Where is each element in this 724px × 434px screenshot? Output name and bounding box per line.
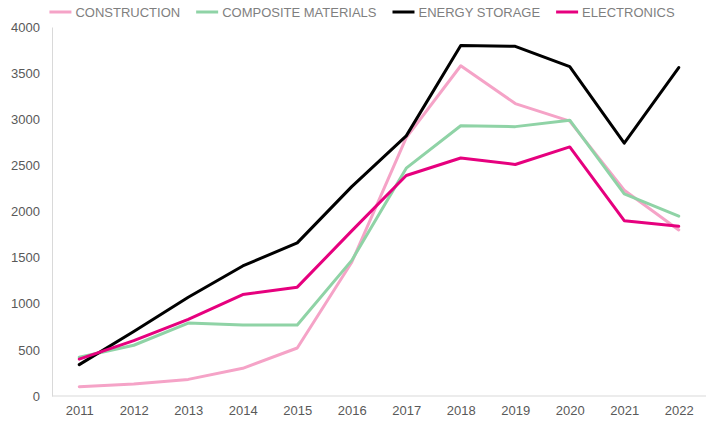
y-tick-label: 4000 bbox=[11, 20, 40, 35]
y-tick-label: 500 bbox=[18, 343, 40, 358]
x-tick-label: 2013 bbox=[174, 403, 203, 418]
x-tick: 2020 bbox=[556, 396, 585, 418]
legend-swatch bbox=[556, 11, 578, 14]
x-tick: 2015 bbox=[283, 396, 312, 418]
x-tick-label: 2015 bbox=[283, 403, 312, 418]
y-tick-label: 3500 bbox=[11, 66, 40, 81]
y-tick: 1000 bbox=[11, 296, 52, 311]
x-tick-label: 2018 bbox=[447, 403, 476, 418]
y-tick: 3000 bbox=[11, 112, 52, 127]
y-tick-label: 0 bbox=[33, 389, 40, 404]
x-tick: 2016 bbox=[338, 396, 367, 418]
x-tick: 2018 bbox=[447, 396, 476, 418]
x-axis-line bbox=[52, 396, 706, 397]
series-line bbox=[79, 147, 679, 359]
y-tick: 2000 bbox=[11, 204, 52, 219]
x-tick-label: 2011 bbox=[66, 403, 94, 418]
x-tick-label: 2022 bbox=[665, 403, 694, 418]
legend-item: ENERGY STORAGE bbox=[392, 5, 540, 20]
x-tick-label: 2012 bbox=[120, 403, 149, 418]
x-tick: 2014 bbox=[229, 396, 258, 418]
x-tick: 2013 bbox=[174, 396, 203, 418]
y-tick: 0 bbox=[33, 389, 52, 404]
y-tick-label: 2000 bbox=[11, 204, 40, 219]
series-line bbox=[79, 120, 679, 357]
chart: 0 500 1000 1500 2000 2500 3000 3500 4000 2011 2012… bbox=[0, 0, 724, 434]
y-tick-label: 1500 bbox=[11, 250, 40, 265]
x-tick-label: 2017 bbox=[392, 403, 421, 418]
legend-item: CONSTRUCTION bbox=[49, 5, 180, 20]
x-tick-label: 2019 bbox=[501, 403, 530, 418]
legend-label: CONSTRUCTION bbox=[75, 5, 180, 20]
x-tick-label: 2014 bbox=[229, 403, 258, 418]
y-tick: 4000 bbox=[11, 20, 52, 35]
legend-label: ENERGY STORAGE bbox=[418, 5, 540, 20]
series-line bbox=[79, 45, 679, 364]
legend-item: COMPOSITE MATERIALS bbox=[196, 5, 377, 20]
legend-label: COMPOSITE MATERIALS bbox=[222, 5, 377, 20]
x-tick-label: 2021 bbox=[610, 403, 639, 418]
x-tick: 2017 bbox=[392, 396, 421, 418]
legend-swatch bbox=[392, 11, 414, 14]
y-tick: 2500 bbox=[11, 158, 52, 173]
x-tick: 2022 bbox=[665, 396, 694, 418]
legend: CONSTRUCTION COMPOSITE MATERIALS ENERGY ST… bbox=[49, 5, 674, 20]
y-axis-line bbox=[52, 28, 53, 397]
y-tick-label: 1000 bbox=[11, 296, 40, 311]
series-line bbox=[79, 66, 679, 387]
x-tick-label: 2016 bbox=[338, 403, 367, 418]
y-tick-label: 3000 bbox=[11, 112, 40, 127]
y-tick: 3500 bbox=[11, 66, 52, 81]
x-tick: 2019 bbox=[501, 396, 530, 418]
x-tick: 2012 bbox=[120, 396, 149, 418]
x-tick: 2011 bbox=[66, 396, 94, 418]
legend-swatch bbox=[49, 11, 71, 14]
y-axis: 0 500 1000 1500 2000 2500 3000 3500 4000 bbox=[11, 20, 52, 404]
plot-area bbox=[79, 45, 679, 386]
x-axis: 2011 2012 2013 2014 2015 2016 2017 2018 2019 2020… bbox=[52, 396, 706, 418]
legend-item: ELECTRONICS bbox=[556, 5, 675, 20]
legend-label: ELECTRONICS bbox=[582, 5, 675, 20]
y-tick-label: 2500 bbox=[11, 158, 40, 173]
x-tick-label: 2020 bbox=[556, 403, 585, 418]
y-tick: 1500 bbox=[11, 250, 52, 265]
y-tick: 500 bbox=[18, 343, 52, 358]
legend-swatch bbox=[196, 11, 218, 14]
x-tick: 2021 bbox=[610, 396, 639, 418]
